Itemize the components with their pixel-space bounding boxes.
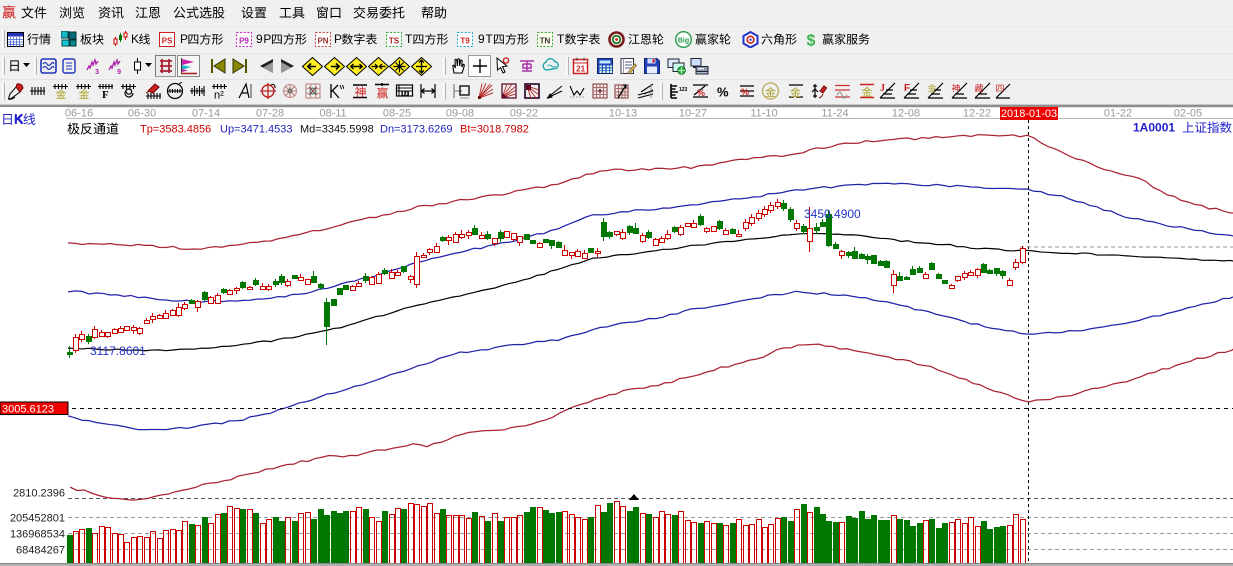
svg-text:06-16: 06-16 bbox=[65, 108, 93, 120]
svg-text:09-22: 09-22 bbox=[510, 108, 538, 120]
svg-text:%: % bbox=[741, 87, 749, 97]
svg-text:P: P bbox=[334, 33, 342, 46]
svg-text:3005.6123: 3005.6123 bbox=[2, 404, 54, 416]
svg-text:07-28: 07-28 bbox=[256, 108, 284, 120]
svg-text:T: T bbox=[557, 33, 565, 46]
svg-text:10-27: 10-27 bbox=[679, 108, 707, 120]
svg-text:09-08: 09-08 bbox=[446, 108, 474, 120]
svg-text:02-05: 02-05 bbox=[1174, 108, 1202, 120]
svg-text:PS: PS bbox=[162, 37, 173, 46]
svg-text:Dn=3173.6269: Dn=3173.6269 bbox=[380, 124, 452, 136]
svg-text:08-25: 08-25 bbox=[383, 108, 411, 120]
svg-text:68484267: 68484267 bbox=[16, 545, 65, 557]
svg-text:PN: PN bbox=[317, 37, 328, 46]
svg-text:TN: TN bbox=[540, 37, 551, 46]
svg-text:T: T bbox=[485, 33, 493, 46]
svg-text:3117.8601: 3117.8601 bbox=[90, 344, 146, 358]
svg-text:08-11: 08-11 bbox=[319, 108, 346, 120]
svg-text:3450.4900: 3450.4900 bbox=[804, 207, 861, 221]
svg-text:Bt=3018.7982: Bt=3018.7982 bbox=[460, 124, 529, 136]
svg-text:F: F bbox=[102, 89, 109, 100]
svg-text:12-08: 12-08 bbox=[892, 108, 920, 120]
svg-text:J: J bbox=[880, 83, 885, 94]
svg-text:01-22: 01-22 bbox=[1104, 108, 1132, 120]
svg-text:T: T bbox=[405, 33, 413, 46]
svg-text:Up=3471.4533: Up=3471.4533 bbox=[220, 124, 292, 136]
svg-text:9: 9 bbox=[256, 33, 263, 46]
svg-text:123: 123 bbox=[401, 91, 410, 97]
svg-text:n²: n² bbox=[214, 90, 224, 101]
svg-text:Big: Big bbox=[678, 38, 689, 45]
svg-text:2018-01-03: 2018-01-03 bbox=[1001, 108, 1057, 120]
svg-text:11-24: 11-24 bbox=[821, 108, 848, 120]
svg-text:P9: P9 bbox=[239, 37, 249, 46]
svg-text:9: 9 bbox=[117, 69, 121, 75]
svg-text:P: P bbox=[180, 33, 188, 46]
svg-text:K: K bbox=[131, 33, 139, 46]
svg-text:1A0001: 1A0001 bbox=[1133, 121, 1175, 135]
svg-text:136968534: 136968534 bbox=[10, 529, 65, 541]
svg-text:F: F bbox=[904, 83, 910, 94]
svg-text:205452801: 205452801 bbox=[10, 513, 65, 525]
svg-text:Tp=3583.4856: Tp=3583.4856 bbox=[140, 124, 211, 136]
svg-text:9: 9 bbox=[478, 33, 485, 46]
svg-text:2810.2396: 2810.2396 bbox=[13, 488, 65, 500]
svg-text:21: 21 bbox=[576, 65, 585, 74]
svg-text:K: K bbox=[14, 112, 24, 127]
svg-text:07-14: 07-14 bbox=[192, 108, 220, 120]
svg-text:11-10: 11-10 bbox=[750, 108, 777, 120]
svg-text:3: 3 bbox=[95, 69, 99, 75]
svg-text:123: 123 bbox=[679, 87, 687, 93]
svg-text:06-30: 06-30 bbox=[128, 108, 156, 120]
svg-text:$: $ bbox=[807, 33, 816, 50]
svg-text:%: % bbox=[697, 88, 705, 98]
svg-text:%: % bbox=[717, 85, 729, 100]
svg-text:P: P bbox=[263, 33, 271, 46]
svg-text:Md=3345.5998: Md=3345.5998 bbox=[300, 124, 374, 136]
svg-text:T9: T9 bbox=[460, 37, 470, 46]
svg-text:K: K bbox=[14, 111, 24, 126]
svg-text:10-13: 10-13 bbox=[609, 108, 637, 120]
svg-text:TS: TS bbox=[389, 37, 400, 46]
svg-text:12-22: 12-22 bbox=[963, 108, 991, 120]
